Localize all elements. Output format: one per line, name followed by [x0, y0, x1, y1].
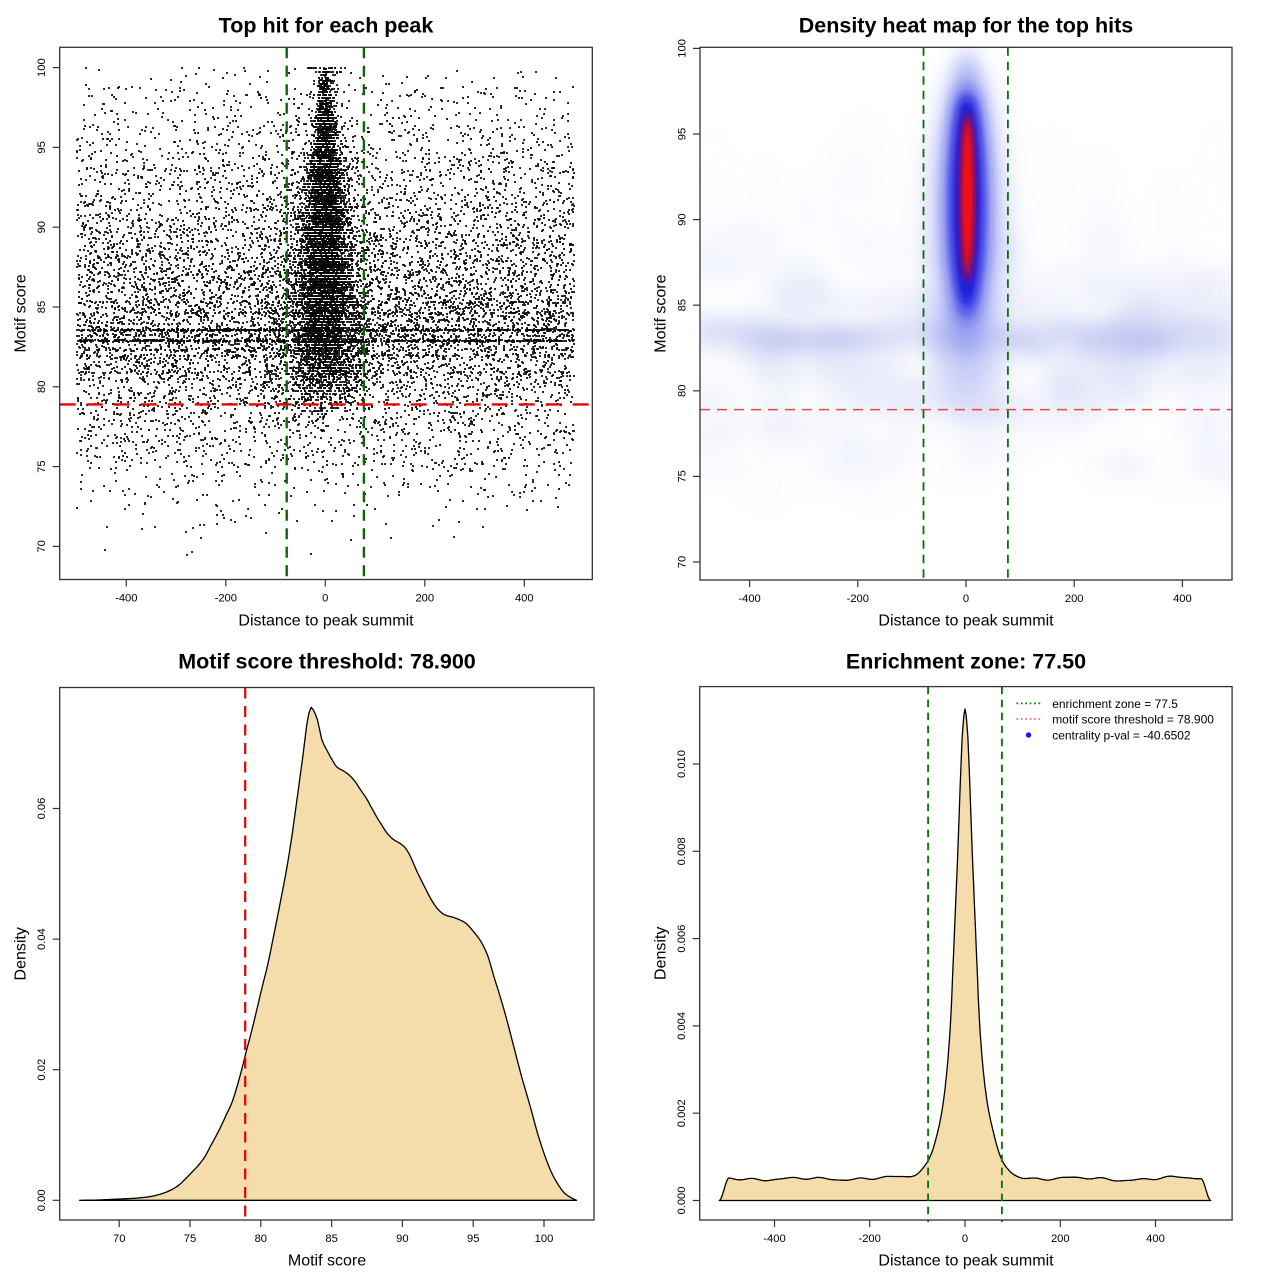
svg-text:90: 90 — [677, 213, 689, 225]
svg-text:-400: -400 — [738, 593, 760, 605]
svg-text:85: 85 — [36, 301, 48, 313]
svg-text:Motif score: Motif score — [13, 274, 30, 352]
svg-text:centrality p-val = -40.6502: centrality p-val = -40.6502 — [1052, 729, 1191, 743]
svg-text:Motif score threshold: 78.900: Motif score threshold: 78.900 — [178, 650, 476, 674]
svg-text:95: 95 — [467, 1233, 479, 1245]
svg-text:-200: -200 — [847, 593, 869, 605]
svg-text:85: 85 — [677, 299, 689, 311]
svg-text:75: 75 — [36, 460, 48, 472]
svg-text:70: 70 — [677, 556, 689, 568]
svg-text:Density: Density — [13, 927, 30, 980]
svg-text:75: 75 — [184, 1233, 196, 1245]
svg-text:0.006: 0.006 — [676, 925, 688, 953]
svg-text:100: 100 — [36, 58, 48, 77]
svg-text:90: 90 — [36, 221, 48, 233]
svg-text:0: 0 — [962, 1233, 968, 1245]
svg-text:100: 100 — [535, 1233, 554, 1245]
svg-text:0: 0 — [322, 593, 328, 605]
svg-text:0: 0 — [963, 593, 969, 605]
svg-text:70: 70 — [36, 540, 48, 552]
svg-text:Distance to peak summit: Distance to peak summit — [238, 613, 414, 630]
svg-text:80: 80 — [255, 1233, 267, 1245]
svg-text:400: 400 — [1146, 1233, 1165, 1245]
svg-text:0.00: 0.00 — [36, 1189, 48, 1211]
svg-text:Density heat map for the top h: Density heat map for the top hits — [799, 14, 1134, 38]
svg-text:0.02: 0.02 — [36, 1059, 48, 1081]
svg-text:95: 95 — [36, 141, 48, 153]
svg-text:0.06: 0.06 — [36, 798, 48, 820]
svg-text:-400: -400 — [763, 1233, 785, 1245]
svg-text:100: 100 — [677, 39, 689, 58]
svg-text:-200: -200 — [215, 593, 237, 605]
svg-text:90: 90 — [396, 1233, 408, 1245]
svg-text:0.004: 0.004 — [676, 1012, 688, 1040]
svg-text:Top hit for each peak: Top hit for each peak — [219, 14, 434, 38]
svg-text:Distance to peak summit: Distance to peak summit — [878, 613, 1054, 630]
svg-text:enrichment zone = 77.5: enrichment zone = 77.5 — [1052, 697, 1178, 711]
svg-text:85: 85 — [325, 1233, 337, 1245]
svg-text:Enrichment zone: 77.50: Enrichment zone: 77.50 — [846, 650, 1086, 674]
svg-text:motif score threshold = 78.900: motif score threshold = 78.900 — [1052, 713, 1214, 727]
svg-text:200: 200 — [415, 593, 434, 605]
svg-text:70: 70 — [113, 1233, 125, 1245]
svg-text:95: 95 — [677, 128, 689, 140]
svg-text:Density: Density — [653, 927, 670, 980]
svg-text:-400: -400 — [115, 593, 137, 605]
svg-text:75: 75 — [677, 470, 689, 482]
svg-text:0.008: 0.008 — [676, 837, 688, 865]
svg-text:200: 200 — [1065, 593, 1084, 605]
svg-text:0.000: 0.000 — [676, 1187, 688, 1215]
svg-text:200: 200 — [1051, 1233, 1070, 1245]
svg-text:Motif score: Motif score — [288, 1253, 366, 1270]
svg-text:-200: -200 — [858, 1233, 880, 1245]
svg-text:400: 400 — [1173, 593, 1192, 605]
svg-text:0.002: 0.002 — [676, 1099, 688, 1127]
svg-text:0.010: 0.010 — [676, 750, 688, 778]
svg-text:Motif score: Motif score — [653, 274, 670, 352]
svg-text:400: 400 — [515, 593, 534, 605]
svg-text:Distance to peak summit: Distance to peak summit — [878, 1253, 1054, 1270]
svg-text:80: 80 — [36, 381, 48, 393]
svg-text:80: 80 — [677, 385, 689, 397]
svg-text:0.04: 0.04 — [36, 928, 48, 950]
